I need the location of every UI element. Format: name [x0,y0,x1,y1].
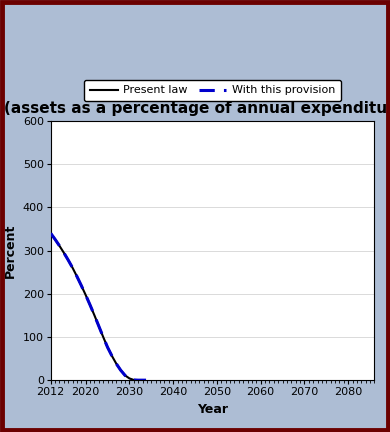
Y-axis label: Percent: Percent [4,223,17,278]
Legend: Present law, With this provision: Present law, With this provision [84,80,341,101]
X-axis label: Year: Year [197,403,228,416]
Title: OASDI Trust Fund Ratio
(assets as a percentage of annual expenditures): OASDI Trust Fund Ratio (assets as a perc… [4,79,390,116]
